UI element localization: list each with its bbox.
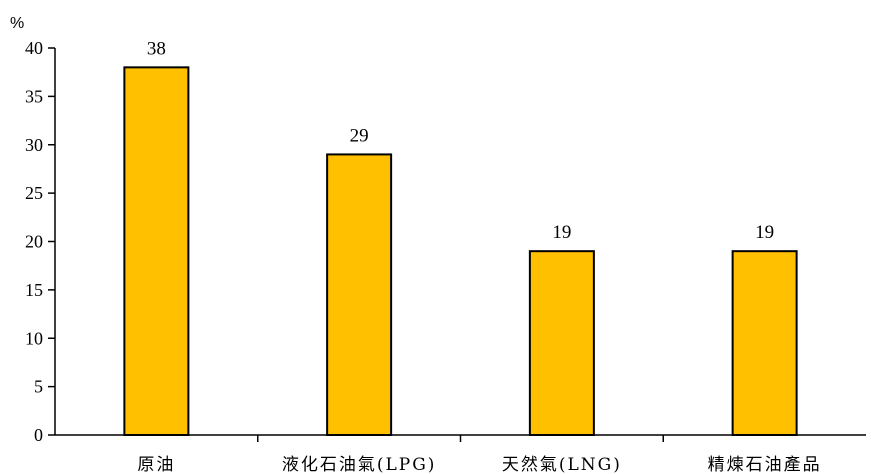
y-tick-label: 20 <box>25 232 43 252</box>
data-label-1: 38 <box>147 38 166 59</box>
y-axis-ticks: 0 5 10 15 20 25 30 35 40 <box>25 38 664 445</box>
category-labels: 原油 液化石油氣(LPG) 天然氣(LNG) 精煉石油產品 <box>137 455 822 474</box>
category-label-4: 精煉石油產品 <box>708 455 822 474</box>
y-tick-label: 30 <box>25 135 43 155</box>
y-tick-label: 35 <box>25 86 43 106</box>
y-tick-label: 25 <box>25 183 43 203</box>
y-tick-label: 40 <box>25 38 43 58</box>
bar-4 <box>731 250 798 436</box>
data-labels: 38 29 19 19 <box>147 38 774 243</box>
y-tick-label: 15 <box>25 280 43 300</box>
y-tick-label: 0 <box>34 425 43 445</box>
category-label-2: 液化石油氣(LPG) <box>282 455 437 474</box>
data-label-3: 19 <box>552 222 571 243</box>
category-label-3: 天然氣(LNG) <box>502 455 622 474</box>
bar-1 <box>123 66 190 436</box>
bars <box>123 66 798 437</box>
bar-3 <box>528 250 595 436</box>
data-label-2: 29 <box>350 125 369 146</box>
bar-2 <box>326 153 393 437</box>
category-label-1: 原油 <box>137 455 175 474</box>
data-label-4: 19 <box>755 222 774 243</box>
y-tick-label: 5 <box>34 377 43 397</box>
y-axis-unit-label: % <box>10 15 24 32</box>
y-tick-label: 10 <box>25 328 43 348</box>
